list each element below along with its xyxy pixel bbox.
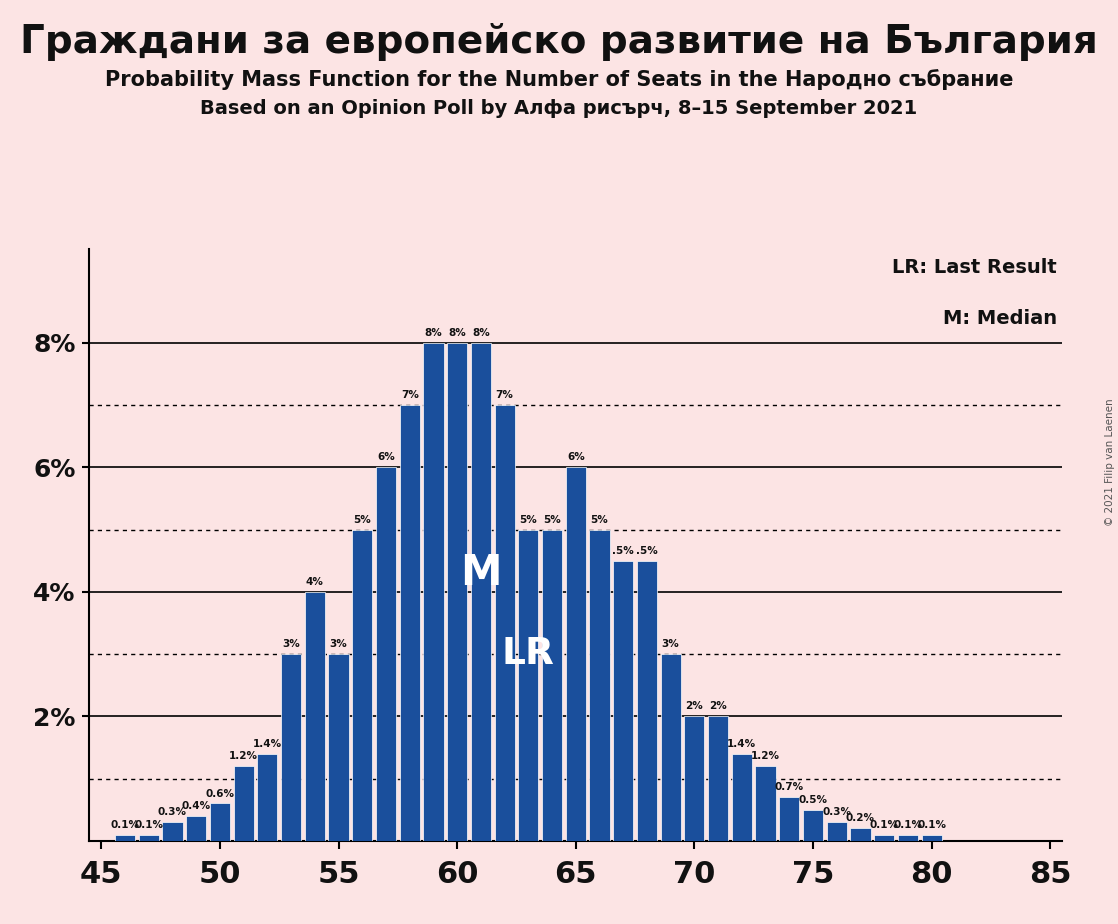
Text: 0.5%: 0.5% [798, 795, 827, 805]
Text: 7%: 7% [495, 390, 513, 400]
Text: 0.7%: 0.7% [775, 783, 804, 792]
Text: 0.3%: 0.3% [158, 808, 187, 817]
Bar [803, 809, 823, 841]
Text: 0.1%: 0.1% [917, 820, 946, 830]
Text: 3%: 3% [282, 639, 300, 650]
Text: .5%: .5% [636, 546, 657, 555]
Bar [708, 716, 728, 841]
Bar [756, 766, 776, 841]
Bar [329, 654, 349, 841]
Text: 1.2%: 1.2% [229, 751, 258, 761]
Text: 0.4%: 0.4% [181, 801, 211, 811]
Bar [115, 834, 135, 841]
Text: 8%: 8% [425, 328, 443, 338]
Bar [162, 822, 182, 841]
Text: © 2021 Filip van Laenen: © 2021 Filip van Laenen [1106, 398, 1115, 526]
Bar [613, 561, 633, 841]
Bar [779, 797, 799, 841]
Bar [281, 654, 301, 841]
Text: 8%: 8% [448, 328, 466, 338]
Text: 5%: 5% [520, 515, 537, 525]
Text: 2%: 2% [685, 701, 703, 711]
Bar [210, 804, 230, 841]
Bar [732, 754, 752, 841]
Bar [589, 529, 609, 841]
Text: LR: Last Result: LR: Last Result [892, 259, 1058, 277]
Bar [352, 529, 372, 841]
Bar [542, 529, 562, 841]
Bar [424, 343, 444, 841]
Bar [471, 343, 491, 841]
Bar [637, 561, 657, 841]
Text: 8%: 8% [472, 328, 490, 338]
Text: 0.6%: 0.6% [206, 788, 235, 798]
Text: 6%: 6% [377, 453, 395, 462]
Bar [826, 822, 846, 841]
Text: 4%: 4% [306, 577, 324, 587]
Bar [234, 766, 254, 841]
Bar [921, 834, 941, 841]
Bar [898, 834, 918, 841]
Bar [447, 343, 467, 841]
Bar [257, 754, 277, 841]
Text: 0.3%: 0.3% [822, 808, 851, 817]
Text: 0.1%: 0.1% [893, 820, 922, 830]
Text: 1.4%: 1.4% [253, 738, 282, 748]
Text: 1.2%: 1.2% [751, 751, 780, 761]
Text: 3%: 3% [330, 639, 348, 650]
Text: 0.1%: 0.1% [870, 820, 899, 830]
Text: 2%: 2% [709, 701, 727, 711]
Text: 6%: 6% [567, 453, 585, 462]
Text: 7%: 7% [400, 390, 418, 400]
Text: 0.1%: 0.1% [134, 820, 163, 830]
Text: 3%: 3% [662, 639, 680, 650]
Text: Based on an Opinion Poll by Алфа рисърч, 8–15 September 2021: Based on an Opinion Poll by Алфа рисърч,… [200, 99, 918, 118]
Text: .5%: .5% [613, 546, 634, 555]
Text: 5%: 5% [353, 515, 371, 525]
Text: M: M [461, 553, 502, 594]
Text: 5%: 5% [543, 515, 561, 525]
Bar [661, 654, 681, 841]
Bar [566, 468, 586, 841]
Text: Probability Mass Function for the Number of Seats in the Народно събрание: Probability Mass Function for the Number… [105, 69, 1013, 91]
Text: 0.2%: 0.2% [846, 813, 875, 823]
Text: Граждани за европейско развитие на България: Граждани за европейско развитие на Бълга… [20, 23, 1098, 61]
Bar [494, 405, 514, 841]
Bar [399, 405, 419, 841]
Text: 5%: 5% [590, 515, 608, 525]
Bar [305, 592, 325, 841]
Text: LR: LR [502, 636, 555, 672]
Bar [139, 834, 159, 841]
Bar [186, 816, 207, 841]
Bar [376, 468, 396, 841]
Bar [851, 829, 871, 841]
Bar [519, 529, 539, 841]
Text: 1.4%: 1.4% [728, 738, 757, 748]
Bar [874, 834, 894, 841]
Text: M: Median: M: Median [944, 309, 1058, 328]
Bar [684, 716, 704, 841]
Text: 0.1%: 0.1% [111, 820, 140, 830]
